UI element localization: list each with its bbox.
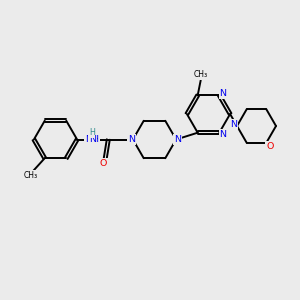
- Text: CH₃: CH₃: [24, 170, 38, 179]
- Text: O: O: [266, 142, 274, 151]
- Text: O: O: [100, 159, 107, 168]
- Text: N: N: [230, 120, 237, 129]
- Text: N: N: [174, 135, 181, 144]
- Text: N: N: [128, 135, 135, 144]
- Text: N: N: [219, 130, 226, 139]
- Text: H: H: [89, 128, 95, 137]
- Text: N: N: [89, 135, 96, 144]
- Text: N: N: [219, 89, 226, 98]
- Text: CH₃: CH₃: [194, 70, 208, 80]
- Text: NH: NH: [85, 135, 99, 144]
